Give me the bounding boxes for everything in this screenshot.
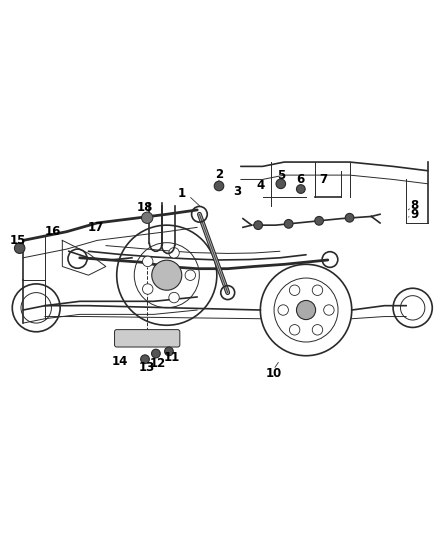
Circle shape xyxy=(142,284,153,294)
Text: 16: 16 xyxy=(45,225,61,238)
Text: 7: 7 xyxy=(319,173,328,186)
Circle shape xyxy=(185,270,195,280)
Text: 3: 3 xyxy=(233,185,242,198)
Circle shape xyxy=(152,260,182,290)
Circle shape xyxy=(254,221,262,230)
Circle shape xyxy=(142,256,153,266)
Circle shape xyxy=(14,243,25,254)
Circle shape xyxy=(152,349,160,358)
Text: 13: 13 xyxy=(138,361,155,374)
Text: 17: 17 xyxy=(88,221,104,234)
Text: 1: 1 xyxy=(178,187,186,200)
Text: 18: 18 xyxy=(137,201,153,214)
Circle shape xyxy=(345,213,354,222)
Circle shape xyxy=(297,184,305,193)
Text: 9: 9 xyxy=(411,208,419,221)
Circle shape xyxy=(284,220,293,228)
Circle shape xyxy=(276,179,286,189)
Circle shape xyxy=(214,181,224,191)
Text: 14: 14 xyxy=(112,355,128,368)
Circle shape xyxy=(315,216,323,225)
Circle shape xyxy=(169,293,179,303)
Circle shape xyxy=(169,248,179,258)
Circle shape xyxy=(141,212,153,223)
Text: 12: 12 xyxy=(150,357,166,369)
Circle shape xyxy=(165,347,173,356)
Text: 4: 4 xyxy=(256,180,265,192)
Text: 11: 11 xyxy=(164,351,180,365)
Text: 5: 5 xyxy=(277,168,285,182)
FancyBboxPatch shape xyxy=(115,329,180,347)
Text: 6: 6 xyxy=(297,173,305,186)
Text: 15: 15 xyxy=(10,234,26,247)
Text: 2: 2 xyxy=(215,168,223,181)
Text: 8: 8 xyxy=(411,199,419,212)
Circle shape xyxy=(141,355,149,364)
Text: 10: 10 xyxy=(265,367,282,379)
Circle shape xyxy=(297,301,316,320)
